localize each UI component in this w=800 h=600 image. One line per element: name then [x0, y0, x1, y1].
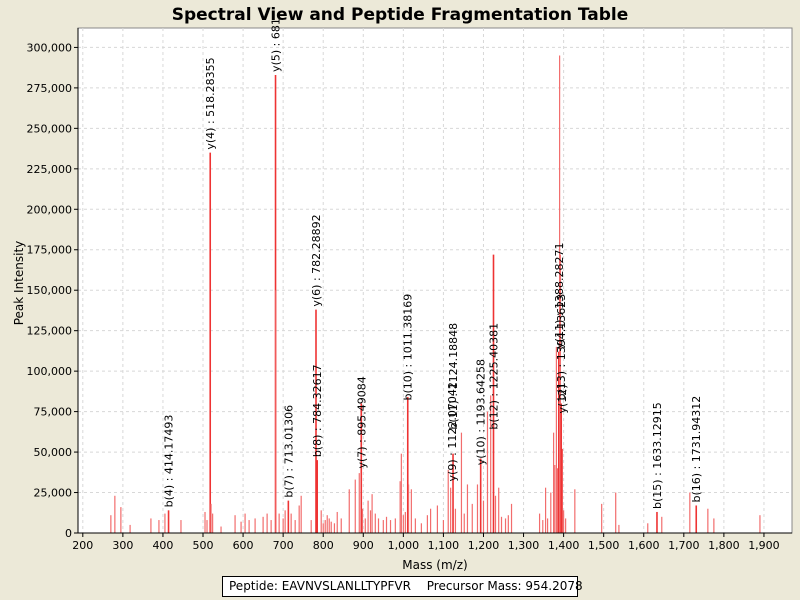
fragment-label: y(4) : 518.28355: [204, 57, 217, 149]
y-tick-label: 225,000: [27, 163, 73, 176]
y-tick-label: 300,000: [27, 41, 73, 54]
peptide-info-box: Peptide: EAVNVSLANLLTYPFVR Precursor Mas…: [222, 576, 583, 597]
x-tick-label: 500: [193, 539, 214, 552]
y-tick-label: 125,000: [27, 325, 73, 338]
chart-title: Spectral View and Peptide Fragmentation …: [172, 5, 629, 25]
fragment-label: b(16) : 1731.94312: [690, 396, 703, 503]
x-tick-label: 1,000: [388, 539, 420, 552]
y-tick-label: 50,000: [34, 446, 73, 459]
fragment-label: y(5) : 681: [270, 18, 283, 72]
fragment-label: b(7) : 713.01306: [282, 405, 295, 498]
y-tick-label: 200,000: [27, 203, 73, 216]
x-tick-label: 1,100: [428, 539, 460, 552]
fragment-label: b(10) : 1011.38169: [402, 294, 415, 401]
x-tick-label: 700: [273, 539, 294, 552]
peptide-sequence: Peptide: EAVNVSLANLLTYPFVR: [229, 579, 411, 593]
x-tick-label: 900: [353, 539, 374, 552]
x-tick-label: 1,300: [508, 539, 540, 552]
y-tick-label: 75,000: [34, 406, 73, 419]
y-tick-label: 250,000: [27, 122, 73, 135]
x-tick-label: 1,500: [588, 539, 620, 552]
y-tick-label: 275,000: [27, 82, 73, 95]
fragment-label: y(11) : 1388.28271: [553, 242, 566, 348]
fragment-label: y(7) : 895.49084: [355, 376, 368, 468]
x-axis-label: Mass (m/z): [402, 558, 467, 572]
x-tick-label: 1,200: [468, 539, 500, 552]
y-axis-label: Peak Intensity: [12, 241, 26, 326]
fragment-label: b(12) : 1225.40381: [487, 323, 500, 430]
x-tick-label: 600: [233, 539, 254, 552]
y-tick-label: 175,000: [27, 244, 73, 257]
x-tick-label: 1,800: [708, 539, 740, 552]
x-tick-label: 1,400: [548, 539, 580, 552]
fragment-annotations: b(4) : 414.17493 y(4) : 518.28355 y(5) : 6…: [163, 18, 704, 509]
fragment-label: b(11) : 1124.18848: [447, 323, 460, 430]
x-tick-label: 1,700: [668, 539, 700, 552]
fragment-label: b(8) : 784.32617: [311, 364, 324, 457]
fragment-label: y(12): [556, 384, 569, 413]
peaks: [110, 55, 761, 533]
fragment-label: y(9) : 1122.07042: [446, 382, 459, 481]
precursor-mass: Precursor Mass: 954.2078: [426, 579, 583, 593]
y-tick-label: 150,000: [27, 284, 73, 297]
fragment-label: b(15) : 1633.12915: [651, 402, 664, 509]
x-tick-label: 400: [152, 539, 173, 552]
y-tick-label: 100,000: [27, 365, 73, 378]
x-tick-label: 800: [313, 539, 334, 552]
x-tick-label: 300: [112, 539, 133, 552]
fragment-label: b(13) : 1394.13623: [555, 294, 568, 401]
gridlines: [78, 28, 792, 533]
fragment-label: y(6) : 782.28892: [310, 214, 323, 306]
plot-area: [77, 27, 793, 534]
x-tick-label: 1,900: [748, 539, 780, 552]
x-tick-label: 200: [72, 539, 93, 552]
y-tick-label: 0: [65, 527, 72, 540]
axes: 0 25,000 50,000 75,000 100,000 125,000 150,000…: [27, 28, 792, 552]
fragment-label: y(10) : 1193.64258: [475, 359, 488, 465]
fragment-label: b(4) : 414.17493: [163, 415, 176, 508]
y-tick-label: 25,000: [34, 487, 73, 500]
x-tick-label: 1,600: [628, 539, 660, 552]
